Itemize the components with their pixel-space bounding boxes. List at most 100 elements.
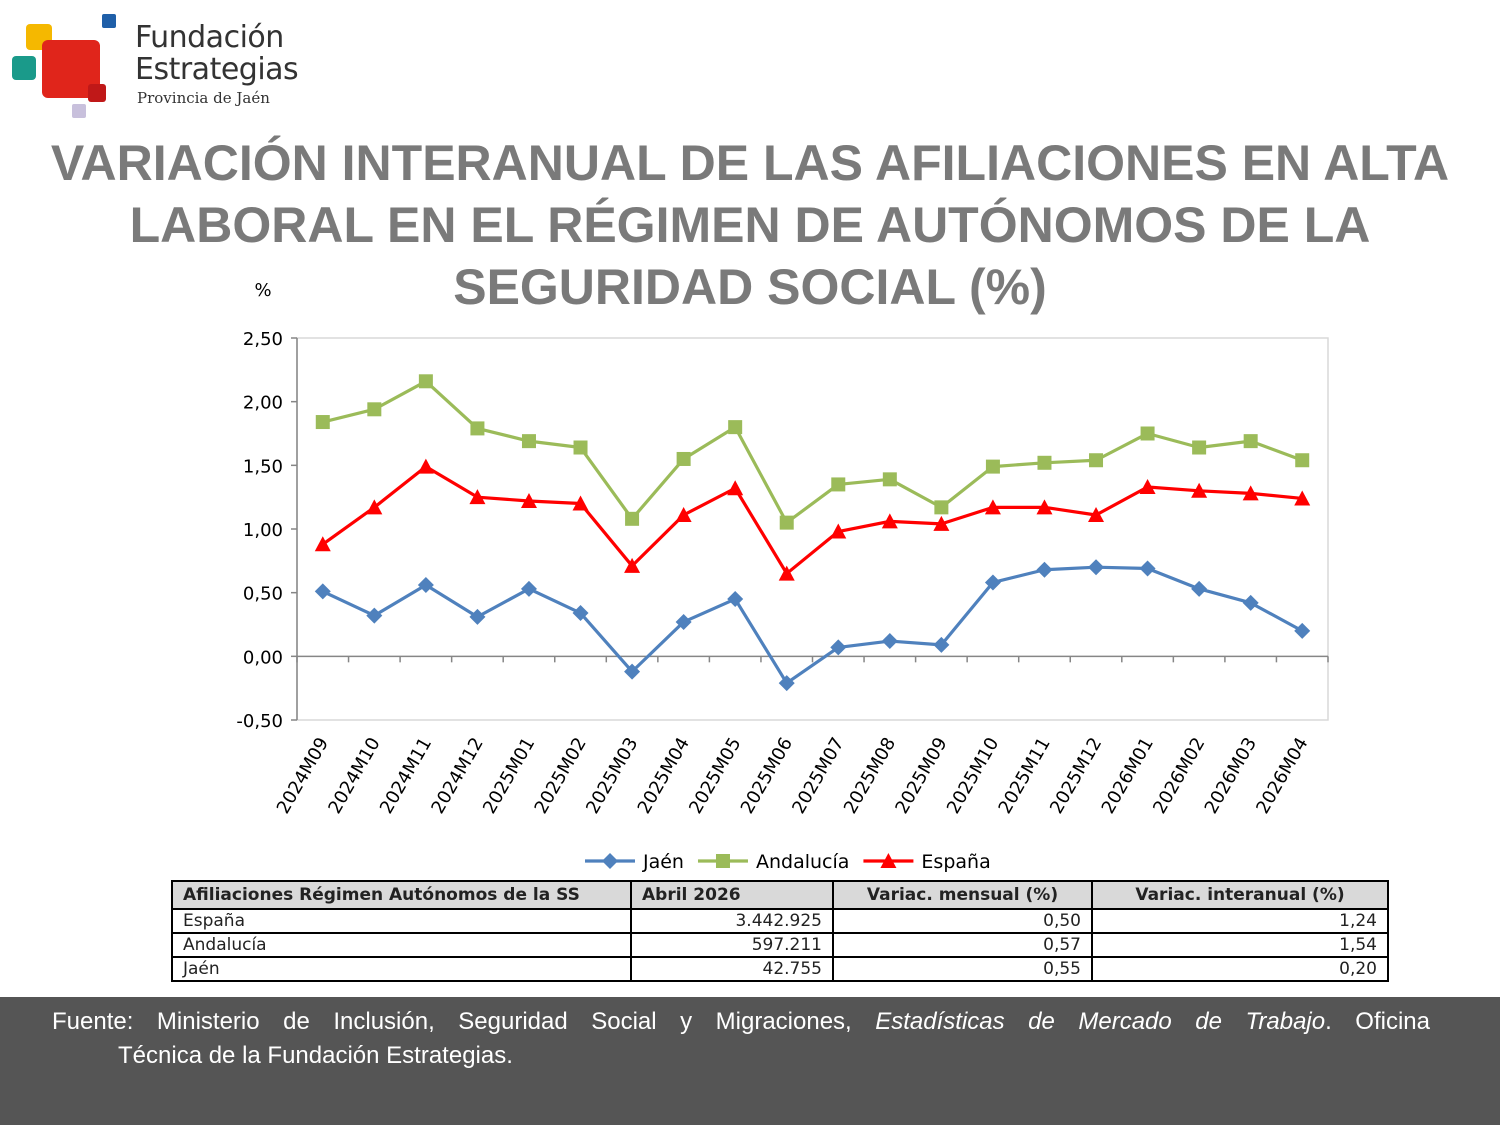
data-point-square: [470, 421, 485, 436]
table-cell: 0,20: [1091, 956, 1389, 982]
x-tick-label: 2024M10: [324, 734, 384, 817]
source-prefix: Fuente: Ministerio de Inclusión, Segurid…: [52, 1008, 876, 1035]
table-header: Afiliaciones Régimen Autónomos de la SS: [171, 880, 632, 910]
data-point-square: [1192, 440, 1207, 455]
table-cell: 0,55: [832, 956, 1093, 982]
data-point-diamond: [1191, 580, 1208, 597]
y-tick-label: 0,00: [243, 647, 283, 668]
x-tick-label: 2025M05: [685, 734, 745, 817]
x-tick-label: 2025M06: [737, 734, 797, 817]
legend-label: España: [921, 851, 990, 873]
data-point-square: [367, 402, 382, 417]
table-header: Abril 2026: [630, 880, 834, 910]
logo: Fundación Estrategias Provincia de Jaén: [10, 10, 320, 125]
data-point-diamond: [778, 675, 795, 692]
data-point-triangle: [417, 458, 434, 474]
data-point-diamond: [1036, 561, 1053, 578]
x-tick-label: 2025M07: [788, 734, 848, 817]
table-row: España 3.442.925 0,50 1,24: [171, 908, 1389, 934]
data-point-triangle: [1088, 506, 1105, 522]
data-point-triangle: [366, 499, 383, 515]
table-header-row: Afiliaciones Régimen Autónomos de la SS …: [171, 880, 1389, 910]
legend-label: Jaén: [642, 851, 684, 873]
data-point-diamond: [314, 583, 331, 600]
data-point-triangle: [469, 489, 486, 505]
data-point-square: [1140, 426, 1155, 441]
data-point-diamond: [1242, 594, 1259, 611]
series-line: [321, 465, 1303, 576]
y-tick-label: 2,50: [243, 329, 283, 350]
table-cell: 597.211: [630, 932, 834, 958]
data-point-square: [1037, 455, 1052, 470]
data-point-diamond: [417, 577, 434, 594]
data-point-diamond: [1294, 622, 1311, 639]
data-point-square: [882, 472, 897, 487]
table-cell: 1,54: [1091, 932, 1389, 958]
table-cell: Jaén: [171, 956, 632, 982]
logo-name-line2: Estrategias: [135, 52, 299, 87]
x-tick-label: 2025M01: [479, 734, 539, 817]
x-tick-label: 2025M09: [891, 734, 951, 817]
source-footer: Fuente: Ministerio de Inclusión, Segurid…: [0, 997, 1500, 1125]
table-header: Variac. mensual (%): [832, 880, 1093, 910]
data-point-triangle: [520, 492, 537, 508]
data-point-square: [676, 451, 691, 466]
data-point-diamond: [984, 574, 1001, 591]
data-point-triangle: [1139, 478, 1156, 494]
data-point-square: [831, 477, 846, 492]
x-tick-label: 2026M01: [1098, 734, 1158, 817]
logo-subtitle: Provincia de Jaén: [137, 89, 270, 107]
data-point-square: [985, 459, 1000, 474]
summary-table: Afiliaciones Régimen Autónomos de la SS …: [171, 880, 1389, 982]
legend: Jaén Andalucía España: [585, 851, 991, 873]
data-point-triangle: [1294, 490, 1311, 506]
x-tick-label: 2025M02: [531, 734, 591, 817]
data-point-diamond: [830, 639, 847, 656]
data-point-triangle: [1242, 485, 1259, 501]
data-point-diamond: [933, 636, 950, 653]
x-tick-label: 2024M12: [427, 734, 487, 817]
data-point-triangle: [727, 480, 744, 496]
logo-blue-square: [102, 14, 116, 28]
table-cell: 0,50: [832, 908, 1093, 934]
data-point-diamond: [881, 633, 898, 650]
plot-area: [296, 337, 1329, 721]
data-point-diamond: [1139, 560, 1156, 577]
data-point-diamond: [624, 663, 641, 680]
table-cell: 0,57: [832, 932, 1093, 958]
data-point-triangle: [933, 515, 950, 531]
page-title: VARIACIÓN INTERANUAL DE LAS AFILIACIONES…: [50, 135, 1450, 315]
logo-name-line1: Fundación: [135, 20, 284, 55]
source-line2: Técnica de la Fundación Estrategias.: [118, 1042, 513, 1069]
data-point-triangle: [1191, 482, 1208, 498]
y-tick-label: -0,50: [236, 711, 283, 732]
data-point-square: [418, 374, 433, 389]
table-row: Jaén 42.755 0,55 0,20: [171, 956, 1389, 982]
data-point-square: [779, 515, 794, 530]
y-tick-label: 1,50: [243, 456, 283, 477]
data-point-triangle: [984, 499, 1001, 515]
data-point-diamond: [366, 607, 383, 624]
data-point-square: [625, 511, 640, 526]
data-point-diamond: [602, 853, 618, 869]
y-axis-label: %: [254, 280, 271, 301]
x-tick-label: 2026M02: [1149, 734, 1209, 817]
data-point-square: [715, 854, 730, 868]
source-line1: Fuente: Ministerio de Inclusión, Segurid…: [52, 1005, 1430, 1039]
data-point-triangle: [880, 853, 897, 868]
source-suffix: . Oficina: [1325, 1008, 1431, 1035]
data-point-diamond: [572, 605, 589, 622]
data-point-square: [521, 434, 536, 449]
data-point-triangle: [624, 557, 641, 573]
x-tick-label: 2025M04: [634, 734, 694, 817]
data-point-triangle: [314, 536, 331, 552]
data-point-triangle: [675, 506, 692, 522]
y-tick-label: 1,00: [243, 520, 283, 541]
x-tick-label: 2025M11: [994, 734, 1054, 817]
data-point-diamond: [675, 613, 692, 630]
y-tick-label: 2,00: [243, 393, 283, 414]
logo-darkred-square: [88, 84, 106, 102]
table-header: Variac. interanual (%): [1091, 880, 1389, 910]
series-lines: [321, 379, 1303, 685]
data-point-triangle: [830, 523, 847, 539]
